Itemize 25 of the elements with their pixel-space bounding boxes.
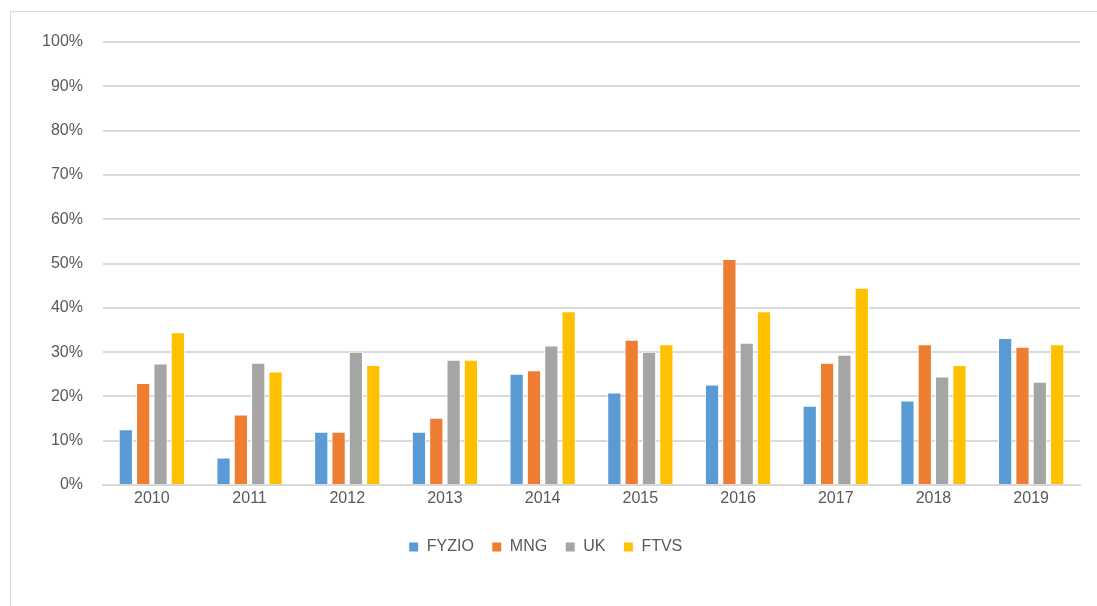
y-tick-label: 90% [50, 76, 83, 94]
x-tick-label: 2010 [134, 489, 170, 507]
y-tick-label: 80% [50, 121, 83, 139]
x-tick-label: 2013 [427, 489, 463, 507]
x-tick-label: 2018 [915, 489, 952, 507]
x-tick-label: 2015 [622, 489, 659, 507]
legend-label: FTVS [641, 537, 683, 555]
y-tick-label: 40% [50, 298, 83, 316]
y-tick-label: 70% [50, 165, 83, 183]
x-tick-label: 2012 [329, 489, 366, 507]
y-tick-label: 30% [50, 342, 83, 360]
legend-label: FYZIO [426, 537, 474, 555]
x-tick-label: 2017 [817, 489, 854, 507]
legend-label: MNG [509, 537, 548, 555]
y-tick-label: 100% [42, 32, 83, 50]
x-tick-label: 2019 [1013, 489, 1050, 507]
y-tick-label: 0% [59, 475, 83, 493]
y-tick-label: 50% [50, 253, 83, 271]
y-tick-label: 60% [50, 209, 83, 227]
y-tick-label: 10% [50, 431, 83, 449]
y-tick-label: 20% [50, 386, 83, 404]
legend-label: UK [583, 537, 606, 555]
x-tick-label: 2016 [720, 489, 756, 507]
x-tick-label: 2014 [524, 489, 561, 507]
x-tick-label: 2011 [232, 489, 267, 507]
